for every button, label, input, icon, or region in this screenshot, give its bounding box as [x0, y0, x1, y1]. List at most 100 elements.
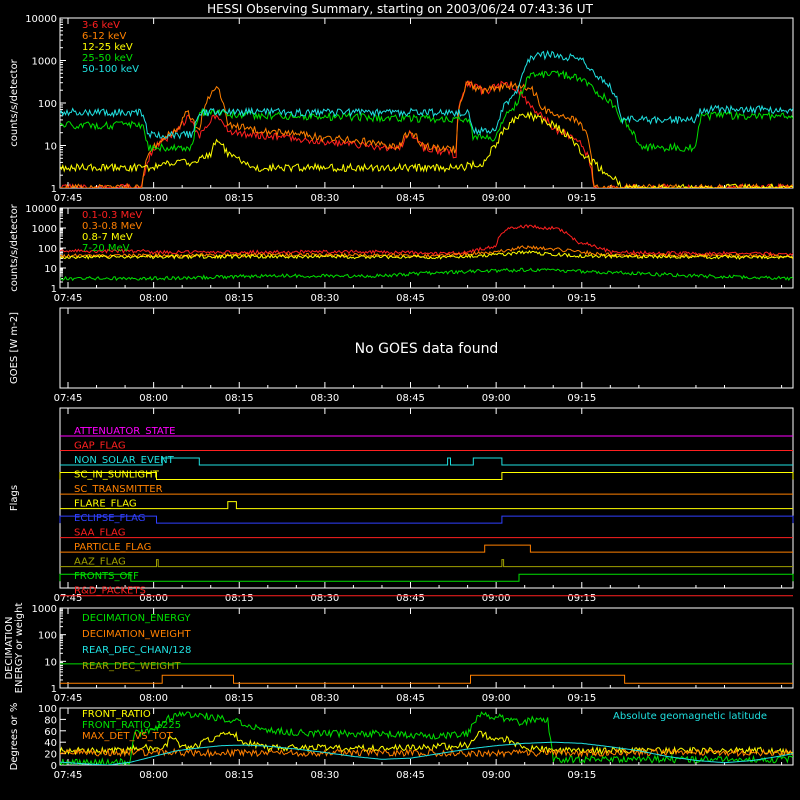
series-line: [60, 267, 793, 282]
panel-frame: [59, 607, 794, 689]
legend-entry: 50-100 keV: [82, 64, 139, 75]
flag-label: R&D_PACKETS: [74, 586, 146, 597]
panel-0: 07:45 08:00 08:15 08:30 08:45 09:00 09:15 count…: [9, 14, 794, 204]
y-tick-label: 10000: [25, 204, 57, 215]
y-tick-label: 1000: [32, 604, 57, 615]
x-tick-label: 08:00: [139, 693, 168, 704]
panel-frame: [59, 207, 794, 289]
series-line: [60, 224, 793, 257]
x-tick-label: 08:15: [225, 593, 254, 604]
flag-label: SC_IN_SUNLIGHT: [74, 470, 160, 481]
x-tick-label: 09:00: [482, 193, 511, 204]
legend-entry: 7-20 MeV: [82, 243, 130, 254]
panel-frame: [59, 707, 794, 766]
series-line: [60, 730, 793, 756]
x-tick-label: 08:45: [396, 593, 425, 604]
x-tick-label: 08:30: [310, 693, 339, 704]
flag-trace: [60, 501, 793, 510]
y-tick-label: 1: [51, 284, 57, 295]
x-tick-label: 07:45: [54, 293, 83, 304]
x-tick-label: 07:45: [54, 393, 83, 404]
series-line: [60, 49, 793, 140]
legend-entry: 0.1-0.3 MeV: [82, 210, 142, 221]
panel-2: 07:45 08:00 08:15 08:30 08:45 09:00 09:15 GOES …: [9, 307, 794, 404]
x-tick-label: 08:00: [139, 293, 168, 304]
legend-entry: 0.3-0.8 MeV: [82, 221, 142, 232]
x-tick-label: 09:00: [482, 770, 511, 781]
series-line: [60, 674, 793, 684]
flag-label: ATTENUATOR_STATE: [74, 426, 175, 437]
y-tick-label: 60: [44, 727, 57, 738]
flag-trace: [59, 472, 794, 480]
flag-label: GAP_FLAG: [74, 441, 126, 452]
x-tick-label: 08:45: [396, 293, 425, 304]
legend-entry: 3-6 keV: [82, 20, 120, 31]
x-tick-label: 09:00: [482, 393, 511, 404]
x-tick-label: 08:45: [396, 393, 425, 404]
legend-entry: 0.8-7 MeV: [82, 232, 133, 243]
series-line: [60, 710, 793, 765]
x-tick-label: 07:45: [54, 593, 83, 604]
legend-entry: FRONT_RATIO_1225: [82, 720, 181, 731]
y-tick-label: 40: [44, 738, 57, 749]
y-tick-label: 1000: [32, 57, 57, 68]
y-tick-label: 10000: [25, 14, 57, 25]
y-tick-label: 10: [44, 657, 57, 668]
y-tick-label: 1000: [32, 224, 57, 235]
x-tick-label: 07:45: [54, 770, 83, 781]
flag-trace: [60, 457, 793, 466]
panel-5: 07:45 08:00 08:15 08:30 08:45 09:00 09:15 Degre…: [9, 703, 794, 781]
flag-trace: [60, 544, 793, 553]
x-tick-label: 08:15: [225, 770, 254, 781]
panel-frame: [59, 407, 794, 589]
panel-4: 07:45 08:00 08:15 08:30 08:45 09:00 09:15 DECIM…: [4, 603, 794, 704]
x-tick-label: 09:00: [482, 593, 511, 604]
panel-frame: [59, 307, 794, 389]
y-tick-label: 100: [38, 99, 57, 110]
legend-entry: MAX_DET_VS_TOT: [82, 731, 174, 742]
x-tick-label: 09:15: [567, 193, 596, 204]
flag-label: FRONTS_OFF: [74, 571, 139, 582]
y-tick-label: 80: [44, 715, 57, 726]
y-tick-label: 100: [38, 244, 57, 255]
x-tick-label: 08:30: [310, 593, 339, 604]
y-tick-label: 10: [44, 142, 57, 153]
y-axis-label: Flags: [9, 485, 20, 511]
y-axis-label: GOES [W m-2]: [9, 312, 20, 384]
x-tick-label: 09:00: [482, 293, 511, 304]
legend-entry: REAR_DEC_CHAN/128: [82, 645, 191, 656]
x-tick-label: 08:15: [225, 193, 254, 204]
flag-label: SC_TRANSMITTER: [74, 484, 163, 495]
series-line: [60, 245, 793, 259]
legend-entry: 25-50 keV: [82, 53, 133, 64]
legend-entry: FRONT_RATIO: [82, 709, 151, 720]
y-axis-label: Degrees or %: [9, 703, 20, 771]
x-tick-label: 08:15: [225, 693, 254, 704]
x-tick-label: 08:30: [310, 393, 339, 404]
x-tick-label: 08:00: [139, 393, 168, 404]
flag-label: PARTICLE_FLAG: [74, 542, 151, 553]
series-line: [60, 111, 793, 188]
legend-entry: 6-12 keV: [82, 31, 126, 42]
flag-label: ECLIPSE_FLAG: [74, 513, 145, 524]
flag-label: NON_SOLAR_EVENT: [74, 455, 175, 466]
flag-label: SAA_FLAG: [74, 528, 125, 539]
x-tick-label: 09:00: [482, 693, 511, 704]
series-line: [60, 69, 793, 153]
x-tick-label: 09:15: [567, 293, 596, 304]
legend-entry: Absolute geomagnetic latitude: [613, 711, 767, 722]
panel-frame: [59, 17, 794, 189]
flag-trace: [60, 559, 793, 568]
x-tick-label: 09:15: [567, 693, 596, 704]
x-tick-label: 08:45: [396, 770, 425, 781]
x-tick-label: 08:45: [396, 693, 425, 704]
x-tick-label: 09:15: [567, 593, 596, 604]
y-tick-label: 20: [44, 750, 57, 761]
x-tick-label: 08:30: [310, 770, 339, 781]
x-tick-label: 08:00: [139, 593, 168, 604]
series-line: [60, 80, 793, 188]
y-tick-label: 100: [38, 704, 57, 715]
y-tick-label: 0: [51, 761, 57, 772]
y-tick-label: 1: [51, 684, 57, 695]
